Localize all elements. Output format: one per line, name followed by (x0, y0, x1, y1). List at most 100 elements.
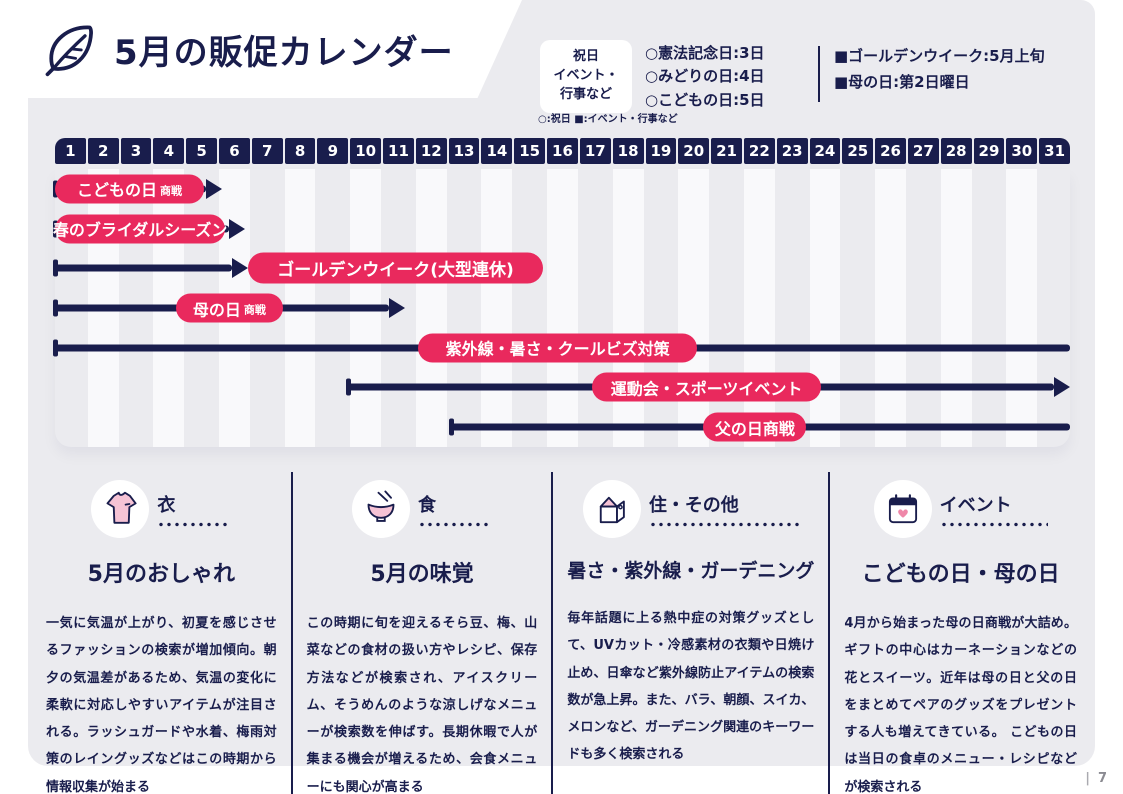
holiday-legend-box: 祝日 イベント・ 行事など (540, 40, 632, 113)
holiday-item: ○こどもの日:5日 (645, 90, 765, 109)
day-column-stripe (940, 169, 972, 447)
holiday-item: ○憲法記念日:3日 (645, 44, 765, 62)
gantt-start-tick (346, 378, 352, 396)
gantt-row: こどもの日 商戦 (53, 169, 1070, 209)
day-column-stripe (481, 169, 513, 447)
gantt-label-pill: 春のブライダルシーズン (52, 214, 228, 244)
day-column-stripe (415, 169, 447, 447)
day-cell: 28 (940, 138, 972, 164)
day-cell: 23 (776, 138, 808, 164)
gantt-label: こどもの日 (76, 180, 157, 200)
category-label: イベント (939, 495, 1012, 516)
day-cell: 31 (1039, 138, 1070, 164)
gantt-label-pill: ゴールデンウイーク(大型連休) (248, 252, 543, 284)
category-label: 衣 (157, 495, 176, 516)
dotted-underline (939, 522, 1048, 527)
category-body: 一気に気温が上がり、初夏を感じさせるファッションの検索が増加傾向。朝夕の気温差が… (46, 616, 277, 794)
day-cell: 12 (415, 138, 447, 164)
calendar-icon (873, 480, 932, 538)
category-heading: こどもの日・母の日 (861, 562, 1060, 587)
day-cell: 10 (350, 138, 382, 164)
gantt-label-pill: 紫外線・暑さ・クールビズ対策 (418, 333, 697, 363)
gantt-label: 父の日商戦 (714, 419, 795, 439)
gantt-label: ゴールデンウイーク(大型連休) (277, 260, 514, 281)
title-banner: 5月の販促カレンダー (28, 0, 522, 98)
category-label: 食 (417, 495, 436, 516)
page-number-value: 7 (1097, 771, 1107, 786)
gantt-row: 父の日商戦 (55, 407, 1070, 447)
day-cell: 20 (678, 138, 710, 164)
house-icon (582, 480, 641, 538)
gantt-row: ゴールデンウイーク(大型連休) (53, 248, 1070, 288)
day-cell: 26 (875, 138, 906, 164)
day-cell: 9 (317, 138, 349, 164)
day-cell: 5 (186, 138, 218, 164)
day-cell: 4 (153, 138, 185, 164)
legend-note: ○:祝日 ■:イベント・行事など (538, 114, 678, 125)
gantt-start-tick (449, 418, 455, 436)
gantt-arrowhead (388, 298, 405, 319)
category-clothing: 衣 5月のおしゃれ 一気に気温が上がり、初夏を感じさせるファッションの検索が増加… (32, 472, 293, 794)
category-body: この時期に旬を迎えるそら豆、梅、山菜などの食材の扱い方やレシピ、保存方法などが検… (306, 616, 538, 794)
day-cell: 3 (120, 138, 152, 164)
gantt-start-tick (53, 299, 58, 317)
leaf-icon (40, 19, 100, 79)
day-cell: 27 (907, 138, 939, 164)
header-divider (818, 46, 820, 102)
holiday-box-line: 祝日 (572, 49, 599, 64)
category-heading: 5月の味覚 (370, 562, 474, 587)
day-column-stripe (1006, 169, 1038, 447)
category-section: 衣 5月のおしゃれ 一気に気温が上がり、初夏を感じさせるファッションの検索が増加… (32, 472, 1091, 794)
day-cell: 14 (481, 138, 513, 164)
gantt-start-tick (53, 259, 58, 277)
category-head: イベント (844, 478, 1077, 540)
gantt-label-suffix: 商戦 (159, 184, 182, 198)
tshirt-icon (91, 480, 150, 538)
holiday-box-line: 行事など (559, 86, 612, 102)
gantt-label: 春のブライダルシーズン (52, 220, 228, 240)
day-cell: 30 (1006, 138, 1038, 164)
gantt-label: 紫外線・暑さ・クールビズ対策 (445, 339, 670, 359)
event-item: ■母の日:第2日曜日 (834, 72, 970, 91)
gantt-label-pill: こどもの日 商戦 (55, 174, 204, 204)
day-column-stripe (875, 169, 906, 447)
day-cell: 29 (973, 138, 1005, 164)
gantt-row: 春のブライダルシーズン (52, 209, 1070, 249)
gantt-arrowhead (228, 218, 245, 239)
day-cell: 22 (743, 138, 775, 164)
event-item: ■ゴールデンウイーク:5月上旬 (834, 47, 1045, 65)
dotted-underline (157, 522, 232, 527)
dotted-underline (648, 522, 799, 527)
event-list: ■ゴールデンウイーク:5月上旬 ■母の日:第2日曜日 (834, 44, 1045, 95)
day-cell: 15 (514, 138, 546, 164)
gantt-label-suffix: 商戦 (243, 303, 266, 317)
bowl-icon (351, 480, 410, 538)
day-cell: 16 (547, 138, 578, 164)
gantt-label: 母の日 (192, 300, 241, 320)
day-cell: 8 (284, 138, 316, 164)
category-food: 食 5月の味覚 この時期に旬を迎えるそら豆、梅、山菜などの食材の扱い方やレシピ、… (293, 472, 554, 794)
gantt-label-pill: 母の日 商戦 (176, 293, 283, 323)
dotted-underline (417, 522, 492, 527)
gantt-start-tick (53, 339, 58, 357)
category-body: 4月から始まった母の日商戦が大詰め。ギフトの中心はカーネーションなどの花とスイー… (844, 616, 1077, 794)
category-event: イベント こどもの日・母の日 4月から始まった母の日商戦が大詰め。ギフトの中心は… (830, 472, 1091, 794)
page-number: | 7 (1085, 771, 1107, 786)
holiday-list: ○憲法記念日:3日 ○みどりの日:4日 ○こどもの日:5日 (645, 42, 765, 112)
day-cell: 25 (842, 138, 874, 164)
category-head: 衣 (46, 478, 277, 540)
gantt-row: 母の日 商戦 (53, 288, 1070, 328)
day-cell: 19 (645, 138, 677, 164)
gantt-bar-line (55, 264, 232, 272)
day-cell: 7 (251, 138, 283, 164)
gantt-label-pill: 父の日商戦 (703, 412, 807, 442)
calendar-day-header: 1 2 3 4 5 6 7 8 9 10 11 12 13 14 15 16 17 18 19 20 21 22 23 24 2… (55, 138, 1070, 164)
holiday-item: ○みどりの日:4日 (645, 67, 765, 86)
gantt-arrowhead (231, 258, 248, 279)
gantt-arrowhead (205, 178, 222, 199)
day-cell: 24 (809, 138, 841, 164)
day-cell: 11 (383, 138, 414, 164)
day-cell: 2 (87, 138, 119, 164)
gantt-label-pill: 運動会・スポーツイベント (591, 372, 822, 402)
category-living: 住・その他 暑さ・紫外線・ガーデニング 毎年話題に上る熱中症の対策グッズとして、… (553, 472, 831, 794)
